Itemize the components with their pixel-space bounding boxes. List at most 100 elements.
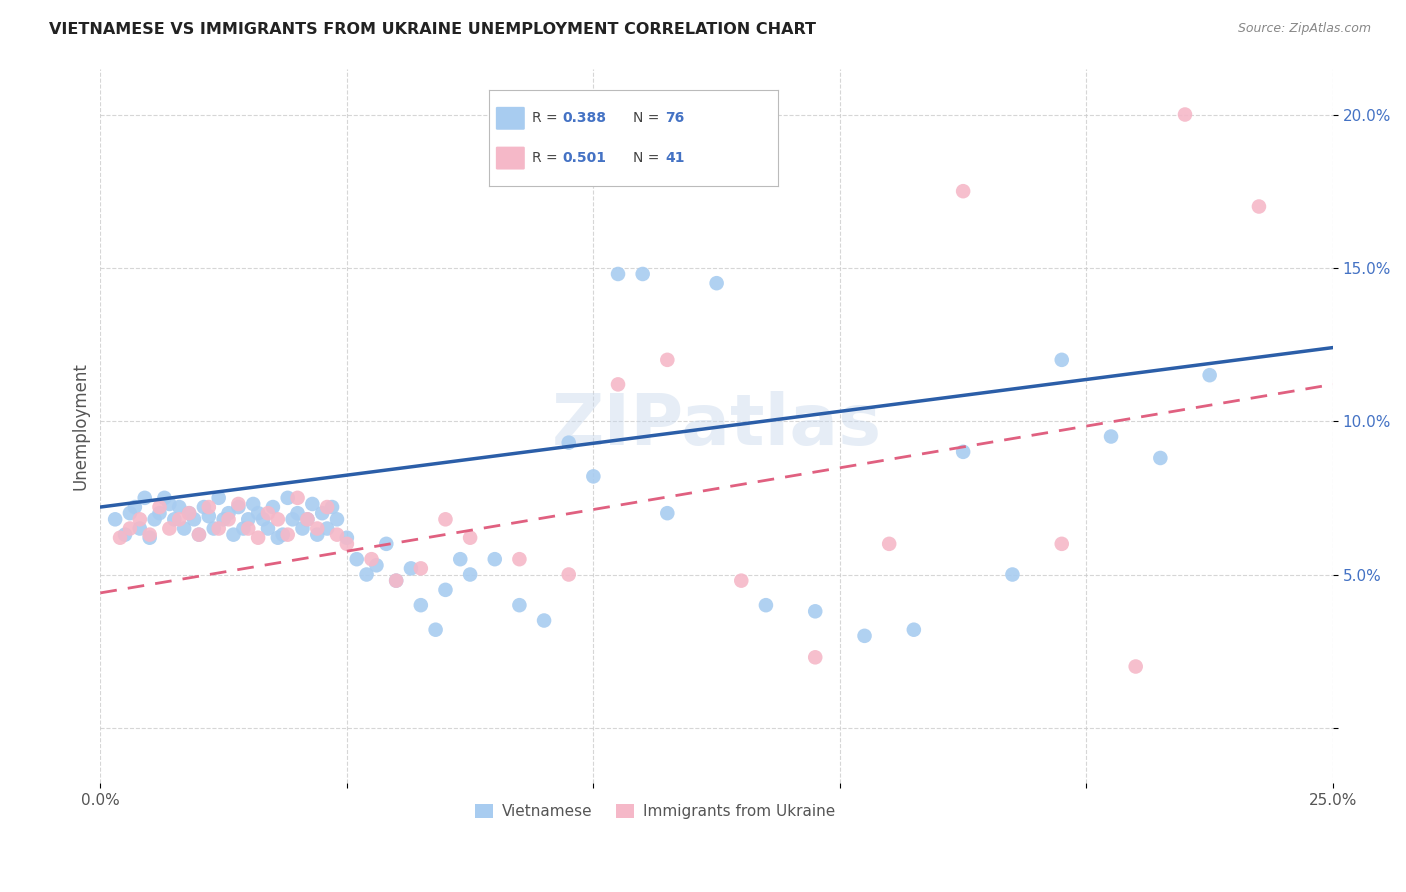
Point [198, 500, 221, 514]
Point [434, 512, 457, 526]
Point [232, 522, 254, 536]
Point [1198, 368, 1220, 383]
Point [167, 512, 190, 526]
Point [157, 522, 180, 536]
Point [952, 184, 974, 198]
Point [458, 567, 481, 582]
Point [557, 567, 579, 582]
Point [307, 522, 329, 536]
Point [1125, 659, 1147, 673]
Point [311, 506, 333, 520]
Point [138, 527, 160, 541]
Point [853, 629, 876, 643]
Point [262, 500, 284, 514]
Point [1099, 429, 1122, 443]
Point [202, 522, 225, 536]
Point [297, 512, 319, 526]
Point [267, 531, 290, 545]
Point [157, 497, 180, 511]
Point [287, 506, 309, 520]
Point [804, 604, 827, 618]
Point [238, 512, 260, 526]
Point [508, 552, 530, 566]
Point [385, 574, 408, 588]
Point [533, 614, 555, 628]
Point [193, 500, 215, 514]
Point [252, 512, 274, 526]
Point [188, 527, 211, 541]
Point [208, 522, 231, 536]
Point [222, 527, 245, 541]
Point [267, 512, 290, 526]
Point [607, 377, 630, 392]
Point [228, 497, 250, 511]
Point [1050, 352, 1073, 367]
Point [952, 445, 974, 459]
Point [484, 552, 506, 566]
Point [218, 506, 240, 520]
Point [287, 491, 309, 505]
Point [385, 574, 408, 588]
Point [212, 512, 235, 526]
Point [316, 500, 339, 514]
Point [399, 561, 422, 575]
Point [291, 522, 314, 536]
Point [375, 537, 398, 551]
Point [657, 506, 679, 520]
Point [316, 522, 339, 536]
Point [903, 623, 925, 637]
Point [582, 469, 605, 483]
Point [148, 506, 170, 520]
Point [163, 512, 186, 526]
Point [804, 650, 827, 665]
Legend: Vietnamese, Immigrants from Ukraine: Vietnamese, Immigrants from Ukraine [468, 798, 842, 825]
Point [167, 500, 190, 514]
Point [1149, 450, 1171, 465]
Point [1247, 200, 1270, 214]
Point [153, 491, 176, 505]
Point [104, 512, 127, 526]
Point [360, 552, 382, 566]
Point [148, 500, 170, 514]
Point [257, 506, 280, 520]
Point [198, 509, 221, 524]
Point [128, 512, 150, 526]
Point [356, 567, 378, 582]
Point [730, 574, 752, 588]
Point [228, 500, 250, 514]
Point [1001, 567, 1024, 582]
Point [247, 506, 270, 520]
Point [449, 552, 471, 566]
Point [458, 531, 481, 545]
Point [183, 512, 205, 526]
Point [366, 558, 388, 573]
Point [118, 506, 141, 520]
Point [188, 527, 211, 541]
Point [247, 531, 270, 545]
Point [143, 512, 166, 526]
Point [108, 531, 131, 545]
Point [425, 623, 447, 637]
Point [114, 527, 136, 541]
Point [557, 435, 579, 450]
Point [297, 512, 319, 526]
Point [271, 527, 294, 541]
Point [409, 561, 432, 575]
Point [124, 500, 146, 514]
Point [657, 352, 679, 367]
Point [177, 506, 200, 520]
Point [257, 522, 280, 536]
Point [631, 267, 654, 281]
Point [208, 491, 231, 505]
Point [1174, 107, 1197, 121]
Point [434, 582, 457, 597]
Point [242, 497, 264, 511]
Point [277, 491, 299, 505]
Point [321, 500, 343, 514]
Point [877, 537, 900, 551]
Point [755, 598, 778, 612]
Y-axis label: Unemployment: Unemployment [72, 362, 89, 490]
Point [336, 531, 359, 545]
Point [409, 598, 432, 612]
Point [173, 522, 195, 536]
